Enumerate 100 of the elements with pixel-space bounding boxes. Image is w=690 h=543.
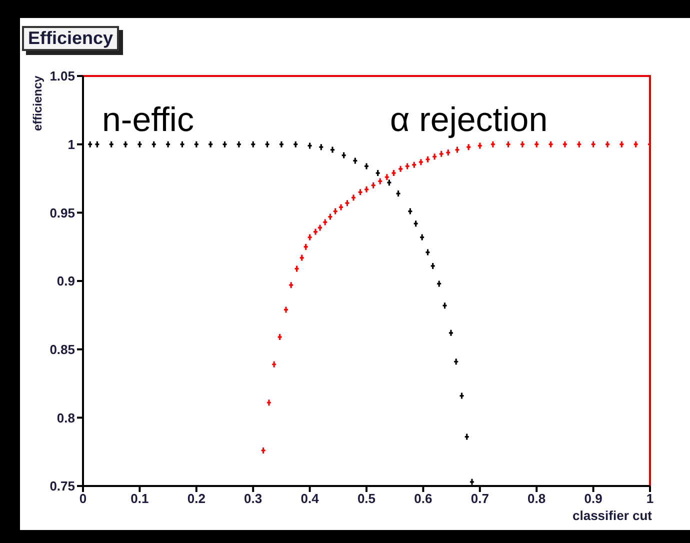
point — [424, 156, 431, 164]
point — [179, 140, 186, 148]
x-tick-label: 0.6 — [414, 491, 432, 506]
point — [375, 169, 381, 177]
point — [576, 140, 582, 148]
point — [151, 140, 157, 148]
x-tick-label: 0.2 — [187, 491, 206, 506]
point — [165, 140, 171, 148]
point — [318, 143, 324, 151]
point — [294, 264, 300, 272]
series-label: n-effic — [102, 101, 194, 139]
point — [562, 140, 568, 148]
point — [312, 228, 318, 236]
point — [534, 140, 540, 148]
y-tick-label: 1 — [68, 136, 75, 152]
point — [236, 140, 242, 148]
point — [505, 140, 512, 148]
point — [322, 218, 328, 226]
point — [442, 302, 448, 310]
y-tick-label: 0.95 — [50, 205, 75, 220]
point — [341, 151, 347, 160]
point — [604, 140, 610, 148]
point — [445, 148, 451, 156]
point — [222, 140, 228, 148]
point — [338, 203, 344, 211]
point — [377, 177, 383, 186]
x-tick-label: 0.9 — [584, 491, 602, 506]
point — [432, 152, 438, 160]
point — [430, 262, 436, 270]
point — [448, 329, 454, 337]
point — [292, 140, 298, 148]
point — [278, 140, 284, 148]
point — [264, 140, 270, 148]
point — [458, 392, 465, 400]
point — [424, 248, 431, 256]
point — [404, 162, 410, 170]
x-tick-label: 0 — [79, 491, 87, 506]
point — [436, 280, 442, 288]
point — [413, 220, 419, 228]
point — [307, 142, 313, 150]
point — [108, 140, 114, 148]
point — [352, 156, 358, 165]
y-axis-title: efficiency — [30, 75, 45, 131]
point — [303, 243, 309, 251]
point — [454, 146, 460, 154]
point — [357, 188, 364, 196]
point — [590, 140, 596, 148]
point — [194, 140, 200, 148]
point — [364, 162, 370, 170]
x-tick-label: 0.3 — [244, 491, 262, 506]
point — [418, 158, 424, 166]
point — [618, 140, 624, 148]
point — [344, 199, 350, 207]
y-tick-label: 1.05 — [50, 68, 75, 84]
x-tick-label: 1 — [646, 491, 654, 506]
x-axis-title: classifier cut — [572, 508, 653, 523]
point — [299, 254, 305, 262]
point — [260, 446, 266, 454]
point — [633, 140, 639, 148]
point — [136, 140, 142, 148]
point — [87, 140, 93, 148]
point — [350, 194, 356, 202]
y-tick-label: 0.85 — [50, 342, 75, 357]
x-tick-label: 0.8 — [528, 491, 546, 506]
point — [407, 208, 413, 216]
point — [317, 224, 323, 232]
point — [276, 333, 283, 341]
point — [469, 478, 475, 486]
y-tick-label: 0.9 — [56, 274, 75, 289]
point — [490, 140, 496, 148]
y-tick-label: 0.75 — [50, 478, 75, 494]
point — [94, 140, 100, 148]
point — [548, 140, 554, 148]
point — [208, 140, 214, 148]
point — [386, 178, 392, 186]
point — [390, 169, 397, 177]
x-tick-label: 0.1 — [130, 491, 149, 506]
x-tick-label: 0.7 — [470, 491, 489, 506]
point — [520, 140, 526, 148]
point — [307, 233, 313, 242]
chart-title: Efficiency — [22, 26, 120, 51]
point — [464, 433, 470, 441]
point — [395, 190, 402, 198]
point — [288, 281, 294, 289]
x-tick-label: 0.5 — [357, 491, 376, 506]
point — [438, 150, 444, 158]
point — [477, 142, 483, 150]
y-tick-label: 0.8 — [56, 410, 75, 426]
point — [283, 306, 289, 314]
point — [330, 146, 336, 154]
point — [327, 212, 334, 221]
point — [332, 208, 338, 216]
point — [384, 173, 390, 181]
point — [122, 140, 128, 148]
point — [370, 182, 376, 190]
x-tick-label: 0.4 — [300, 491, 320, 506]
point — [250, 140, 256, 148]
series-label: α rejection — [390, 101, 548, 139]
point — [271, 360, 277, 368]
point — [466, 143, 472, 151]
